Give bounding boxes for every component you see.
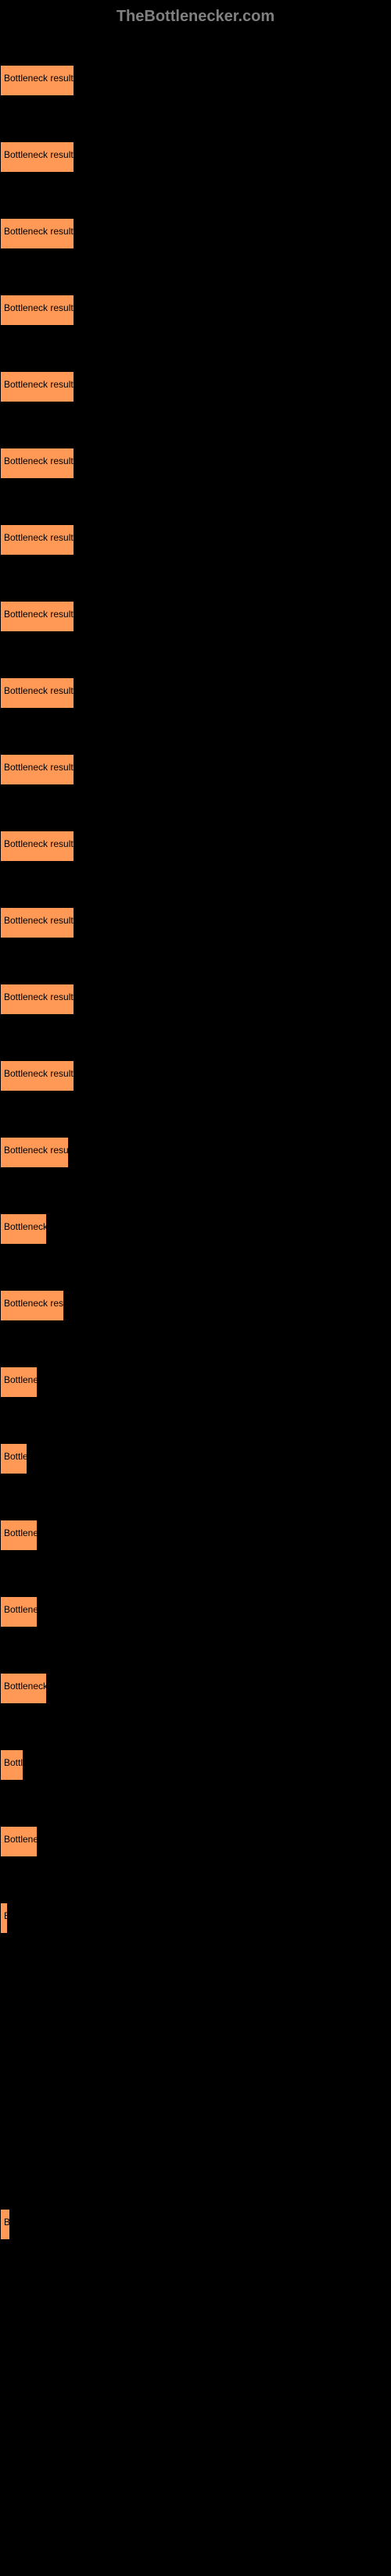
bar-label: Bottleneck — [4, 1221, 48, 1232]
bar-row: Bottleneck — [0, 1190, 391, 1260]
bar-row — [0, 2109, 391, 2179]
bar-row: Bottlene — [0, 1573, 391, 1643]
bar-row: Bottleneck resu — [0, 1113, 391, 1184]
bar-row: B — [0, 1879, 391, 1949]
bar-row: Bottleneck result — [0, 271, 391, 341]
bar-label: Bottleneck result — [4, 838, 74, 849]
bar-label: Bottlene — [4, 1527, 38, 1538]
bar-label: B — [4, 1910, 10, 1921]
header-title: TheBottlenecker.com — [0, 0, 391, 34]
bar-label: Bottleneck res — [4, 1298, 63, 1309]
bar-label: Bottleneck result — [4, 991, 74, 1002]
bar-row: Bottleneck result — [0, 348, 391, 418]
bar-row: Bottleneck result — [0, 731, 391, 801]
bar-row: Bottlene — [0, 1802, 391, 1873]
bar-row: Bottleneck result — [0, 960, 391, 1031]
bar-row — [0, 1956, 391, 2026]
bar-row: B — [0, 2185, 391, 2256]
bar-label: Bottle — [4, 1451, 28, 1462]
bar-row — [0, 2032, 391, 2103]
bar-row — [0, 2338, 391, 2409]
bar-label: Bottleneck result — [4, 762, 74, 773]
bar-label: Bottleneck resu — [4, 1145, 69, 1156]
bar-label: Bottlene — [4, 1374, 38, 1385]
bar-label: Bottleneck result — [4, 456, 74, 466]
bar-row — [0, 2415, 391, 2485]
bar-row: Bottleneck result — [0, 501, 391, 571]
bar-row — [0, 2492, 391, 2562]
bar-label: Bottlene — [4, 1834, 38, 1845]
bar-row: Bottleneck result — [0, 195, 391, 265]
bar-row: Bottleneck result — [0, 118, 391, 188]
bar-label: Bottleneck result — [4, 226, 74, 237]
bar-label: Bottleneck result — [4, 685, 74, 696]
bar-row: Bottleneck result — [0, 41, 391, 112]
bar-label: Bottleneck result — [4, 73, 74, 84]
bar-row: Bottleneck result — [0, 424, 391, 495]
bar-label: Bottleneck result — [4, 609, 74, 620]
bar-row: Bottlene — [0, 1343, 391, 1413]
bar-row: Bottleneck result — [0, 654, 391, 724]
bar-row: Bottleneck result — [0, 1037, 391, 1107]
bar-row — [0, 2262, 391, 2332]
bar-row: Bottlene — [0, 1496, 391, 1567]
bar-label: Bottleneck result — [4, 532, 74, 543]
bar-row: Bottl — [0, 1726, 391, 1796]
bar-row: Bottleneck res — [0, 1267, 391, 1337]
bar-row: Bottleneck result — [0, 807, 391, 877]
bar-label: Bottleneck result — [4, 302, 74, 313]
bar-label: B — [4, 2217, 10, 2228]
bar-label: Bottleneck result — [4, 149, 74, 160]
bar-label: Bottl — [4, 1757, 23, 1768]
bar-label: Bottlene — [4, 1604, 38, 1615]
bar-row: Bottleneck — [0, 1649, 391, 1720]
bar-row: Bottle — [0, 1420, 391, 1490]
bar-label: Bottleneck result — [4, 1068, 74, 1079]
bar-row: Bottleneck result — [0, 577, 391, 648]
bar-label: Bottleneck result — [4, 915, 74, 926]
bar-label: Bottleneck — [4, 1681, 48, 1692]
bar-chart: Bottleneck result Bottleneck result Bottle… — [0, 34, 391, 2576]
bar-label: Bottleneck result — [4, 379, 74, 390]
bar-row: Bottleneck result — [0, 884, 391, 954]
